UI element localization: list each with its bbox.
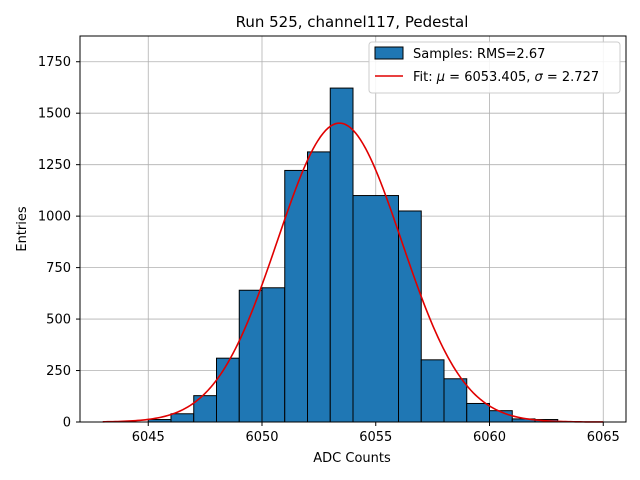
legend-mu-symbol: μ: [436, 70, 445, 85]
histogram-bar: [170, 413, 195, 423]
histogram-bar: [307, 151, 331, 423]
y-axis: 0 250 500 750 1000 1250 1500 1750: [38, 55, 80, 431]
x-tick-label: 6060: [473, 430, 506, 445]
x-tick-label: 6055: [359, 430, 392, 445]
histogram-bar: [261, 287, 286, 423]
histogram-bar: [329, 87, 354, 423]
x-tick-label: 6050: [245, 430, 278, 445]
gaussian-fit-curve: [102, 122, 604, 423]
legend: Samples: RMS=2.67 Fit: μ = 6053.405, σ =…: [368, 41, 621, 94]
y-tick-label: 1250: [38, 158, 71, 173]
x-axis: 6045 6050 6055 6060 6065: [132, 422, 620, 445]
x-tick-label: 6045: [132, 430, 165, 445]
histogram-bar: [216, 357, 240, 423]
histogram-bar: [420, 359, 445, 423]
histogram-bar: [352, 195, 399, 423]
y-tick-label: 1500: [38, 107, 71, 122]
legend-mu-value: = 6053.405,: [445, 70, 534, 85]
chart-title: Run 525, channel117, Pedestal: [236, 13, 469, 31]
x-axis-label: ADC Counts: [313, 451, 391, 466]
legend-sigma-value: = 2.727: [543, 70, 599, 85]
legend-box: [368, 41, 621, 94]
legend-fit-label: Fit: μ = 6053.405, σ = 2.727: [413, 70, 599, 85]
histogram-bar: [443, 378, 468, 423]
y-tick-label: 0: [63, 416, 71, 431]
legend-samples-swatch: [374, 46, 404, 60]
legend-fit-prefix: Fit:: [413, 70, 437, 85]
legend-sigma-symbol: σ: [535, 70, 544, 85]
y-tick-label: 500: [46, 313, 71, 328]
legend-samples-label: Samples: RMS=2.67: [413, 47, 545, 62]
histogram-bars: [147, 87, 559, 423]
histogram-bar: [466, 402, 490, 423]
y-tick-label: 750: [46, 261, 71, 276]
y-tick-label: 1000: [38, 210, 71, 225]
histogram-bar: [238, 289, 263, 423]
y-tick-label: 1750: [38, 55, 71, 70]
y-tick-label: 250: [46, 364, 71, 379]
y-axis-label: Entries: [15, 206, 30, 252]
plot-frame: [79, 35, 627, 423]
x-tick-label: 6065: [587, 430, 620, 445]
